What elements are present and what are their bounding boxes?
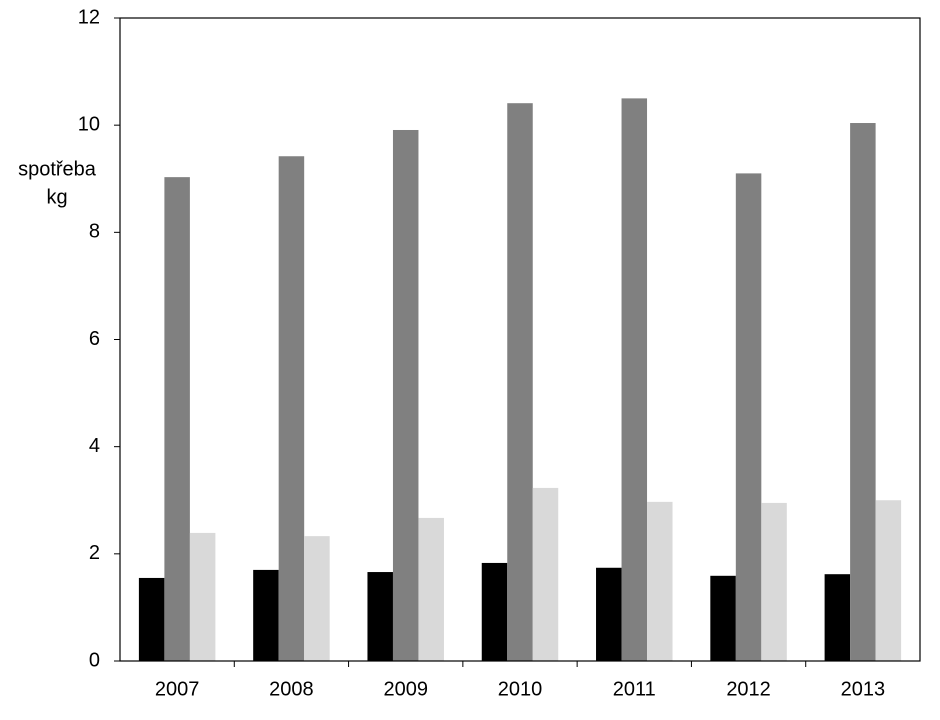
bar [367,572,393,661]
y-axis-label: kg [46,186,67,208]
bar [735,173,762,661]
y-tick-label: 2 [89,542,100,564]
x-tick-label: 2011 [613,678,656,700]
y-tick-label: 8 [89,221,100,243]
bar [138,577,165,661]
x-tick-label: 2007 [155,678,200,700]
bar [253,569,279,661]
bar [532,487,559,661]
x-tick-label: 2009 [383,678,428,700]
x-tick-label: 2013 [841,678,886,700]
bar [850,123,876,662]
plot-frame [119,17,921,662]
y-tick-label: 10 [78,113,100,135]
y-tick-label: 6 [89,328,100,350]
bar [761,502,787,661]
y-tick-label: 4 [89,435,100,457]
bar [392,129,419,662]
bar [824,574,851,661]
x-tick-label: 2010 [498,678,543,700]
bar [304,536,330,661]
y-tick-label: 12 [78,6,100,28]
y-tick-label: 0 [89,649,100,671]
bar [189,532,216,661]
bar [647,501,673,661]
bar [278,156,305,661]
x-tick-label: 2012 [726,678,771,700]
x-tick-label: 2008 [269,678,314,700]
bar [507,103,533,661]
bar [621,98,648,661]
y-axis-label: spotřeba [18,158,97,180]
bar [596,567,622,661]
bar [710,575,736,661]
bar [875,500,902,661]
bar [164,177,190,661]
bar [418,517,444,661]
bar [481,562,508,661]
